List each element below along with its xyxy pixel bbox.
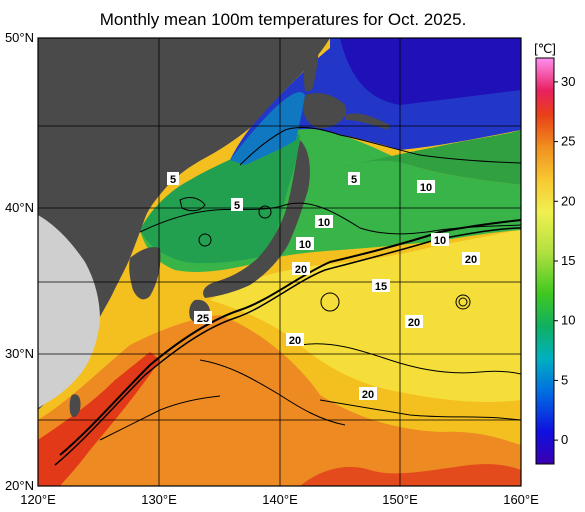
svg-text:20: 20 bbox=[465, 254, 477, 266]
latitude-labels: 50°N 40°N 30°N 20°N bbox=[5, 30, 34, 493]
contour-label: 25 bbox=[194, 311, 212, 325]
map-frame bbox=[37, 37, 522, 487]
land-japan-honshu bbox=[203, 140, 310, 298]
land-sakhalin bbox=[303, 38, 319, 92]
contour-label: 20 bbox=[462, 252, 480, 266]
colorbar-tick-label: 20 bbox=[561, 193, 575, 208]
lon-label: 120°E bbox=[20, 492, 56, 507]
svg-text:20: 20 bbox=[362, 389, 374, 401]
map-area bbox=[38, 38, 521, 486]
svg-text:5: 5 bbox=[234, 200, 240, 212]
colorbar-ticks: 30 25 20 15 10 5 0 bbox=[554, 74, 575, 447]
svg-text:20: 20 bbox=[289, 335, 301, 347]
svg-text:10: 10 bbox=[299, 239, 311, 251]
contour-label: 20 bbox=[405, 315, 423, 329]
contour-label: 15 bbox=[372, 279, 390, 293]
lat-label: 40°N bbox=[5, 200, 34, 215]
svg-text:10: 10 bbox=[318, 217, 330, 229]
svg-text:20: 20 bbox=[295, 264, 307, 276]
ocean-mid-zone bbox=[210, 230, 521, 403]
contour-labels: 5 5 5 5 10 10 10 10 15 20 20 20 20 25 20 bbox=[167, 172, 480, 401]
colorbar-unit: [℃] bbox=[534, 41, 556, 56]
contour-lines bbox=[54, 127, 521, 466]
svg-text:5: 5 bbox=[170, 174, 176, 186]
svg-text:5: 5 bbox=[351, 174, 357, 186]
colorbar-tick-label: 10 bbox=[561, 313, 575, 328]
contour-label: 10 bbox=[417, 180, 435, 194]
lon-label: 140°E bbox=[262, 492, 298, 507]
contour-label: 10 bbox=[431, 233, 449, 247]
svg-text:20: 20 bbox=[408, 317, 420, 329]
colorbar-tick-label: 30 bbox=[561, 74, 575, 89]
colorbar-tick-label: 15 bbox=[561, 253, 575, 268]
sea-of-japan-north bbox=[230, 92, 305, 165]
svg-text:15: 15 bbox=[375, 281, 387, 293]
contour-label: 20 bbox=[292, 262, 310, 276]
map-title: Monthly mean 100m temperatures for Oct. … bbox=[100, 10, 467, 29]
contour-label: 10 bbox=[315, 215, 333, 229]
svg-text:10: 10 bbox=[434, 235, 446, 247]
svg-text:25: 25 bbox=[197, 313, 209, 325]
lat-label: 30°N bbox=[5, 346, 34, 361]
ocean-veryhot-south bbox=[300, 464, 521, 486]
colorbar-gradient bbox=[535, 57, 555, 465]
land-mainland bbox=[38, 38, 330, 410]
land-taiwan bbox=[69, 394, 81, 418]
contour-label: 5 bbox=[231, 198, 243, 212]
colorbar: [℃] 30 25 20 15 10 5 0 bbox=[534, 41, 575, 465]
lon-label: 130°E bbox=[141, 492, 177, 507]
grid-lines bbox=[38, 38, 521, 486]
colorbar-tick-label: 25 bbox=[561, 134, 575, 149]
contour-label: 20 bbox=[359, 387, 377, 401]
land-continent-light bbox=[38, 215, 100, 408]
longitude-labels: 120°E 130°E 140°E 150°E 160°E bbox=[20, 492, 539, 507]
svg-text:10: 10 bbox=[420, 182, 432, 194]
colorbar-tick-label: 0 bbox=[561, 432, 568, 447]
ocean-cool-east bbox=[330, 130, 521, 185]
contour-label: 5 bbox=[348, 172, 360, 186]
lat-label: 50°N bbox=[5, 30, 34, 45]
lat-label: 20°N bbox=[5, 478, 34, 493]
sea-of-japan bbox=[140, 133, 300, 264]
ocean-cold-deep bbox=[340, 38, 521, 105]
contour-label: 20 bbox=[286, 333, 304, 347]
contour-label: 10 bbox=[296, 237, 314, 251]
contour-label: 5 bbox=[167, 172, 179, 186]
lon-label: 160°E bbox=[503, 492, 539, 507]
land-japan-hokkaido bbox=[303, 93, 347, 129]
colorbar-tick-label: 5 bbox=[561, 372, 568, 387]
lon-label: 150°E bbox=[382, 492, 418, 507]
land-korea bbox=[129, 247, 161, 300]
